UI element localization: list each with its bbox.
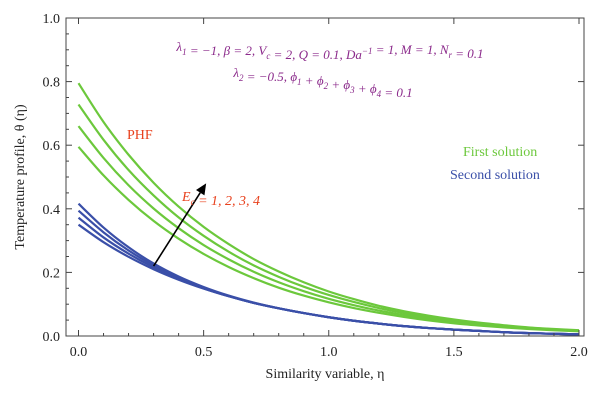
y-tick-label: 0.0 <box>43 330 61 345</box>
y-tick-label: 0.4 <box>43 203 61 218</box>
arrow-group <box>152 183 207 267</box>
ec-arrow-head <box>196 183 207 196</box>
ec-annotation: Ec = 1, 2, 3, 4 <box>181 190 260 209</box>
y-tick-label: 1.0 <box>43 12 61 27</box>
second-solution-curve-4 <box>77 202 580 336</box>
legend-first-solution: First solution <box>463 145 537 160</box>
ec-arrow-shaft <box>152 192 201 267</box>
first-solution-curve-4 <box>77 82 580 332</box>
parameter-line-2: λ2 = −0.5, ϕ1 + ϕ2 + ϕ3 + ϕ4 = 0.1 <box>232 65 412 100</box>
curve-group <box>77 82 580 336</box>
x-axis-label: Similarity variable, η <box>266 367 385 382</box>
y-tick-label: 0.2 <box>43 266 61 281</box>
second-solution-curve-3 <box>77 209 580 336</box>
y-tick-label: 0.6 <box>43 139 61 154</box>
parameter-line-1: λ1 = −1, β = 2, Vc = 2, Q = 0.1, Da−1 = … <box>175 39 483 62</box>
x-tick-label: 0.5 <box>195 345 213 360</box>
x-tick-label: 1.0 <box>320 345 338 360</box>
phf-label: PHF <box>127 128 153 143</box>
x-tick-label: 2.0 <box>570 345 588 360</box>
x-tick-label: 0.0 <box>70 345 88 360</box>
y-tick-label: 0.8 <box>43 76 61 91</box>
x-tick-label: 1.5 <box>445 345 463 360</box>
first-solution-curve-3 <box>77 103 580 332</box>
legend-second-solution: Second solution <box>450 168 540 183</box>
tick-group: 0.0 0.5 1.0 1.5 2.0 0.0 0.2 0.4 0.6 0.8 1.0 <box>43 12 588 360</box>
y-axis-label: Temperature profile, θ (η) <box>13 104 28 250</box>
